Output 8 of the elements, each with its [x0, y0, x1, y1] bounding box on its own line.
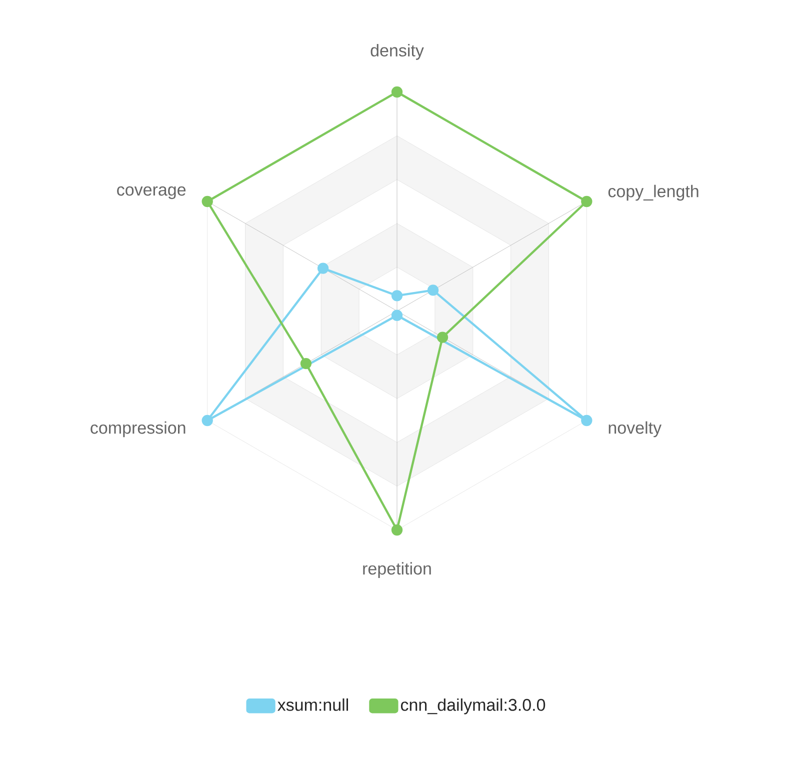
spoke-label: coverage [117, 186, 186, 200]
spoke-label: novelty [608, 421, 662, 438]
spoke-label: repetition [363, 562, 431, 578]
spoke-label: compression [90, 421, 186, 438]
spoke-label: copy_length [608, 184, 698, 201]
legend-label: xsum:null [278, 698, 348, 711]
legend-label: cnn_dailymail:3.0.0 [400, 698, 546, 714]
spoke-label: density [370, 44, 424, 60]
